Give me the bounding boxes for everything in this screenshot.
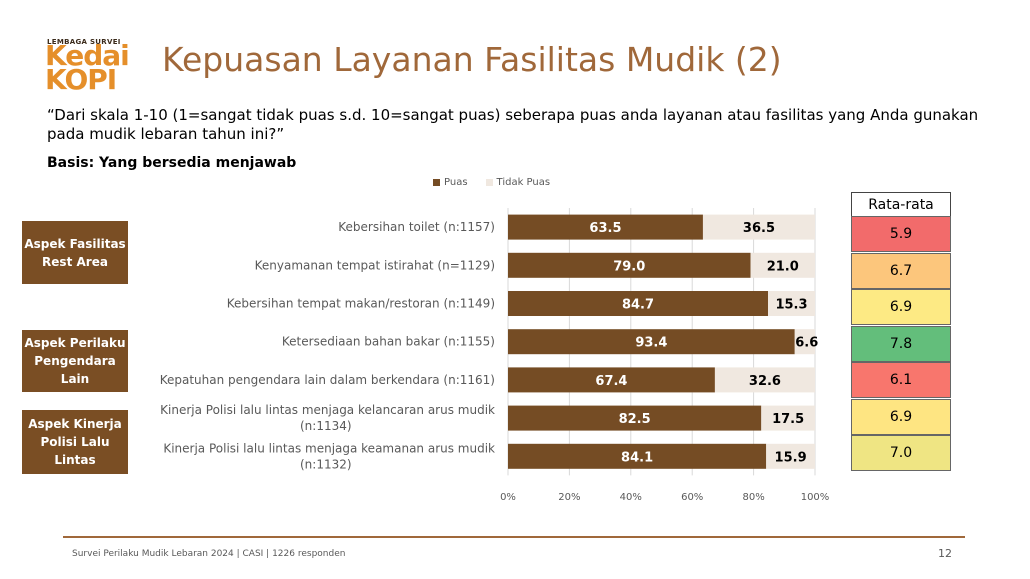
survey-question: “Dari skala 1-10 (1=sangat tidak puas s.… — [47, 106, 979, 143]
x-tick-label: 80% — [742, 492, 764, 503]
bar-tidak-puas — [766, 443, 815, 469]
logo-word-2: KOPI — [45, 63, 117, 96]
rata-rata-cell: 7.0 — [851, 435, 951, 471]
data-label-puas: 82.5 — [619, 412, 651, 427]
x-tick-label: 60% — [681, 492, 703, 503]
bar-puas — [508, 367, 715, 393]
category-label: Kinerja Polisi lalu lintas menjaga keama… — [163, 441, 495, 455]
legend-label-tidak-puas: Tidak Puas — [496, 177, 551, 188]
data-label-tidak-puas: 21.0 — [767, 259, 799, 274]
logo-word-1: Kedai — [45, 39, 130, 72]
bar-tidak-puas — [750, 252, 815, 278]
aspect-label-polisi: Aspek Kinerja Polisi Lalu Lintas — [22, 410, 128, 474]
data-label-puas: 84.1 — [621, 450, 653, 465]
footer-text: Survei Perilaku Mudik Lebaran 2024 | CAS… — [72, 549, 346, 559]
rata-rata-cell: 6.1 — [851, 362, 951, 398]
legend-label-puas: Puas — [444, 177, 468, 188]
x-tick-label: 40% — [620, 492, 642, 503]
category-label: (n:1134) — [300, 419, 352, 433]
page-number: 12 — [938, 547, 952, 560]
data-label-tidak-puas: 17.5 — [772, 412, 804, 427]
rata-rata-cell: 7.8 — [851, 325, 951, 362]
category-label: Kinerja Polisi lalu lintas menjaga kelan… — [160, 403, 495, 417]
bar-puas — [508, 291, 769, 316]
category-label: Kebersihan tempat makan/restoran (n:1149… — [227, 297, 495, 311]
category-label: (n:1132) — [300, 457, 352, 471]
page-title: Kepuasan Layanan Fasilitas Mudik (2) — [162, 40, 782, 79]
x-tick-label: 0% — [500, 492, 516, 503]
bar-tidak-puas — [794, 329, 815, 355]
data-label-tidak-puas: 32.6 — [749, 374, 781, 389]
aspect-label-rest-area: Aspek Fasilitas Rest Area — [22, 221, 128, 284]
rata-rata-cell: 6.9 — [851, 398, 951, 435]
category-label: Ketersediaan bahan bakar (n:1155) — [282, 335, 495, 349]
bar-puas — [508, 443, 767, 469]
legend-swatch-puas — [433, 179, 440, 186]
footer-divider — [63, 536, 965, 538]
data-label-puas: 63.5 — [589, 221, 621, 236]
x-tick-label: 20% — [558, 492, 580, 503]
rata-rata-cell: 5.9 — [851, 216, 951, 252]
category-label: Kenyamanan tempat istirahat (n=1129) — [255, 258, 495, 272]
data-label-tidak-puas: 6.6 — [795, 336, 818, 351]
data-label-tidak-puas: 36.5 — [743, 221, 775, 236]
data-label-tidak-puas: 15.3 — [775, 298, 807, 313]
bar-tidak-puas — [714, 367, 815, 393]
x-tick-label: 100% — [801, 492, 830, 503]
rata-rata-cell: 6.7 — [851, 252, 951, 289]
bar-puas — [508, 252, 751, 278]
kedai-kopi-logo: LEMBAGA SURVEI Kedai KOPI — [45, 38, 135, 94]
data-label-tidak-puas: 15.9 — [775, 450, 807, 465]
bar-tidak-puas — [768, 291, 815, 316]
aspect-label-perilaku: Aspek Perilaku Pengendara Lain — [22, 330, 128, 392]
data-label-puas: 84.7 — [622, 298, 654, 313]
basis-label: Basis: Yang bersedia menjawab — [47, 155, 297, 171]
legend-swatch-tidak-puas — [485, 179, 493, 186]
data-label-puas: 67.4 — [595, 374, 627, 389]
rata-rata-header: Rata-rata — [851, 192, 951, 216]
legend-item-tidak-puas: Tidak Puas — [485, 177, 551, 188]
data-label-puas: 79.0 — [613, 259, 645, 274]
category-label: Kebersihan toilet (n:1157) — [338, 220, 495, 234]
legend-item-puas: Puas — [433, 177, 468, 188]
bar-tidak-puas — [702, 214, 815, 240]
bar-puas — [508, 214, 703, 240]
logo-text-top: LEMBAGA SURVEI — [47, 38, 121, 46]
logo-text-main: Kedai KOPI — [45, 39, 130, 96]
data-label-puas: 93.4 — [635, 336, 667, 351]
category-label: Kepatuhan pengendara lain dalam berkenda… — [160, 373, 495, 387]
bar-tidak-puas — [761, 405, 815, 431]
bar-puas — [508, 405, 762, 431]
rata-rata-cell: 6.9 — [851, 289, 951, 325]
bar-puas — [508, 329, 795, 355]
chart-legend: Puas Tidak Puas — [433, 177, 550, 188]
